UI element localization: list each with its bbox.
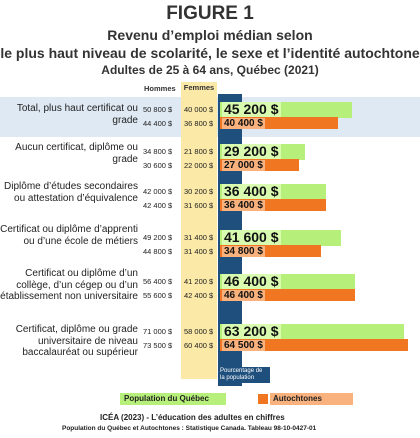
data-label-autochtones: 34 800 $ [222, 246, 265, 257]
women-value-autochtones: 31 400 $ [184, 247, 214, 256]
category-label: Certificat ou diplôme d’apprenti ou d’un… [0, 224, 138, 247]
women-value-population: 40 000 $ [184, 105, 214, 114]
women-value-autochtones: 60 400 $ [184, 341, 214, 350]
data-label-population: 36 400 $ [222, 183, 281, 199]
men-value-population: 49 200 $ [143, 233, 173, 242]
women-value-autochtones: 42 400 $ [184, 291, 214, 300]
data-label-autochtones: 40 400 $ [222, 118, 265, 129]
category-label: Certificat, diplôme ou grade universitai… [15, 324, 138, 358]
data-label-autochtones: 46 400 $ [222, 290, 265, 301]
women-value-autochtones: 22 000 $ [184, 161, 214, 170]
legend-autochtones: Autochtones [270, 393, 353, 405]
men-value-population: 50 800 $ [143, 105, 173, 114]
men-column-header: Hommes [144, 84, 176, 93]
women-value-autochtones: 36 800 $ [184, 119, 214, 128]
data-label-population: 41 600 $ [222, 229, 281, 245]
category-label: Aucun certificat, diplôme ou grade [15, 142, 138, 165]
source-line1: ICÉA (2023) - L’éducation des adultes en… [100, 413, 285, 422]
women-value-population: 58 000 $ [184, 327, 214, 336]
bar-autochtones [220, 339, 408, 351]
women-value-population: 31 400 $ [184, 233, 214, 242]
men-value-autochtones: 44 800 $ [143, 247, 173, 256]
men-value-population: 34 800 $ [143, 147, 173, 156]
women-column-band [181, 94, 217, 379]
category-label: Diplôme d’études secondaires ou attestat… [4, 181, 138, 204]
legend-population: Population du Québec [120, 393, 226, 405]
category-label: Total, plus haut certificat ou grade [16, 103, 138, 126]
data-label-autochtones: 27 000 $ [222, 160, 265, 171]
women-value-population: 41 200 $ [184, 277, 214, 286]
men-value-population: 56 400 $ [143, 277, 173, 286]
women-column-header: Femmes [181, 82, 217, 94]
legend-autochtones-swatch [258, 394, 268, 404]
men-value-autochtones: 30 600 $ [143, 161, 173, 170]
chart-title-line1: Revenu d’emploi médian selon [107, 27, 313, 43]
source-line2: Population du Québec et Autochtones : St… [62, 425, 317, 432]
women-value-population: 30 200 $ [184, 187, 214, 196]
women-value-population: 21 800 $ [184, 147, 214, 156]
percentage-note: Pourcentage de la population [218, 367, 270, 383]
data-label-autochtones: 64 500 $ [222, 340, 265, 351]
women-value-autochtones: 31 600 $ [184, 201, 214, 210]
chart-title-line2: le plus haut niveau de scolarité, le sex… [0, 45, 420, 61]
data-label-autochtones: 36 400 $ [222, 200, 265, 211]
data-label-population: 63 200 $ [222, 323, 281, 339]
men-value-autochtones: 55 600 $ [143, 291, 173, 300]
men-value-population: 71 000 $ [143, 327, 173, 336]
men-value-autochtones: 73 500 $ [143, 341, 173, 350]
men-value-autochtones: 44 400 $ [143, 119, 173, 128]
data-label-population: 45 200 $ [222, 101, 281, 117]
data-label-population: 46 400 $ [222, 273, 281, 289]
chart-subtitle: Adultes de 25 à 64 ans, Québec (2021) [101, 63, 319, 77]
category-label: Certificat ou diplôme d’un collège, d’un… [0, 268, 138, 302]
figure-label: FIGURE 1 [166, 3, 254, 24]
data-label-population: 29 200 $ [222, 143, 281, 159]
men-value-population: 42 000 $ [143, 187, 173, 196]
men-value-autochtones: 42 400 $ [143, 201, 173, 210]
